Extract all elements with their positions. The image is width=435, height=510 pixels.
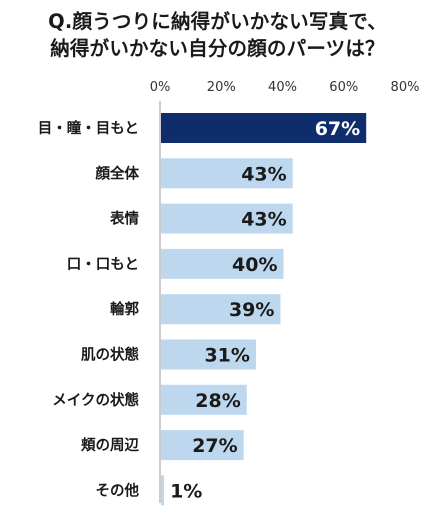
bar — [161, 158, 293, 189]
bar — [161, 430, 244, 461]
bar — [161, 294, 281, 325]
category-label: メイクの状態 — [52, 391, 139, 409]
category-label: 目・瞳・目もと — [38, 119, 139, 137]
data-label: 43% — [241, 163, 286, 185]
category-label: その他 — [96, 481, 140, 499]
data-label: 40% — [232, 254, 277, 276]
bar — [161, 248, 284, 279]
x-tick-label: 20% — [207, 80, 236, 95]
x-tick-label: 40% — [268, 80, 297, 95]
bar — [161, 339, 256, 370]
x-tick-label: 60% — [329, 80, 358, 95]
data-label: 1% — [170, 480, 202, 502]
category-label: 肌の状態 — [81, 346, 139, 364]
category-label: 表情 — [110, 210, 139, 228]
x-tick-label: 0% — [150, 80, 171, 95]
category-label: 口・口もと — [67, 256, 139, 273]
data-label: 27% — [192, 435, 237, 457]
category-label: 頬の周辺 — [81, 436, 139, 454]
bar — [161, 475, 165, 506]
chart-title-line-2: 納得がいかない自分の顔のパーツは？ — [50, 37, 385, 60]
bar — [161, 203, 293, 234]
data-label: 31% — [204, 345, 249, 367]
data-label: 39% — [229, 299, 274, 321]
bar — [161, 113, 367, 143]
chart-title-line-1: Q.顔うつりに納得がいかない写真で、 — [48, 10, 387, 33]
data-label: 28% — [195, 390, 240, 412]
bar — [161, 384, 247, 415]
category-label: 輪郭 — [110, 300, 139, 318]
data-label: 67% — [315, 118, 360, 140]
category-label: 顔全体 — [95, 164, 140, 182]
x-tick-label: 80% — [391, 80, 420, 95]
data-label: 43% — [241, 209, 286, 231]
